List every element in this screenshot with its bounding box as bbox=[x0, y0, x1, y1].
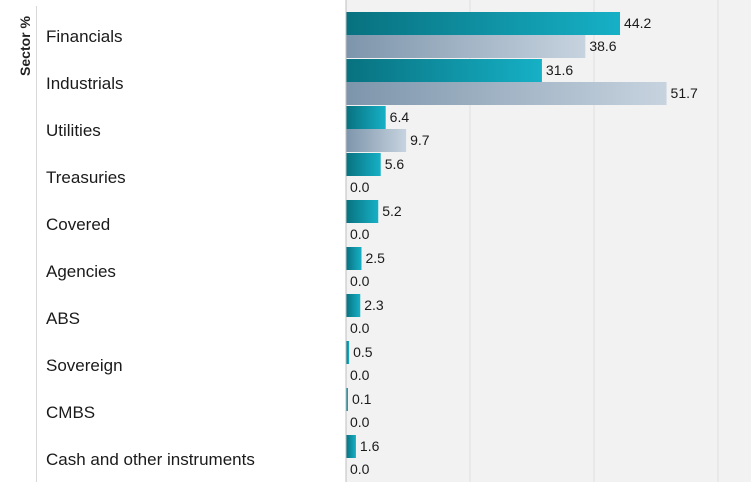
category-label: Agencies bbox=[46, 262, 116, 281]
data-label: 0.1 bbox=[352, 391, 372, 407]
bar-series-2 bbox=[346, 129, 407, 152]
data-label: 9.7 bbox=[410, 132, 430, 148]
category-label: Industrials bbox=[46, 74, 123, 93]
bar-series-1 bbox=[346, 435, 356, 458]
category-label: Cash and other instruments bbox=[46, 450, 255, 469]
bar-series-1 bbox=[346, 247, 362, 270]
category-label: Covered bbox=[46, 215, 110, 234]
bar-series-1 bbox=[346, 294, 361, 317]
data-label: 5.6 bbox=[385, 156, 405, 172]
data-label: 1.6 bbox=[360, 438, 380, 454]
data-label: 0.0 bbox=[350, 226, 370, 242]
data-label: 38.6 bbox=[589, 38, 616, 54]
data-label: 0.0 bbox=[350, 179, 370, 195]
bar-series-1 bbox=[346, 12, 621, 35]
separator-line bbox=[36, 6, 37, 482]
data-label: 5.2 bbox=[382, 203, 402, 219]
bar-series-1 bbox=[346, 59, 542, 82]
bar-series-1 bbox=[346, 106, 386, 129]
data-label: 51.7 bbox=[671, 85, 698, 101]
data-label: 31.6 bbox=[546, 62, 573, 78]
data-label: 0.0 bbox=[350, 461, 370, 477]
bar-series-1 bbox=[346, 341, 350, 364]
data-label: 0.0 bbox=[350, 414, 370, 430]
bar-series-2 bbox=[346, 35, 586, 58]
data-label: 2.3 bbox=[364, 297, 384, 313]
category-label: CMBS bbox=[46, 403, 95, 422]
category-label: ABS bbox=[46, 309, 80, 328]
data-label: 2.5 bbox=[366, 250, 386, 266]
category-label: Treasuries bbox=[46, 168, 126, 187]
category-label: Sovereign bbox=[46, 356, 123, 375]
data-label: 0.0 bbox=[350, 367, 370, 383]
category-label: Financials bbox=[46, 27, 123, 46]
data-label: 6.4 bbox=[390, 109, 410, 125]
bar-series-1 bbox=[346, 388, 348, 411]
data-label: 0.0 bbox=[350, 273, 370, 289]
bar-series-1 bbox=[346, 153, 381, 176]
data-label: 0.5 bbox=[353, 344, 373, 360]
data-label: 44.2 bbox=[624, 15, 651, 31]
bar-series-2 bbox=[346, 82, 667, 105]
category-label: Utilities bbox=[46, 121, 101, 140]
data-label: 0.0 bbox=[350, 320, 370, 336]
bar-series-1 bbox=[346, 200, 379, 223]
